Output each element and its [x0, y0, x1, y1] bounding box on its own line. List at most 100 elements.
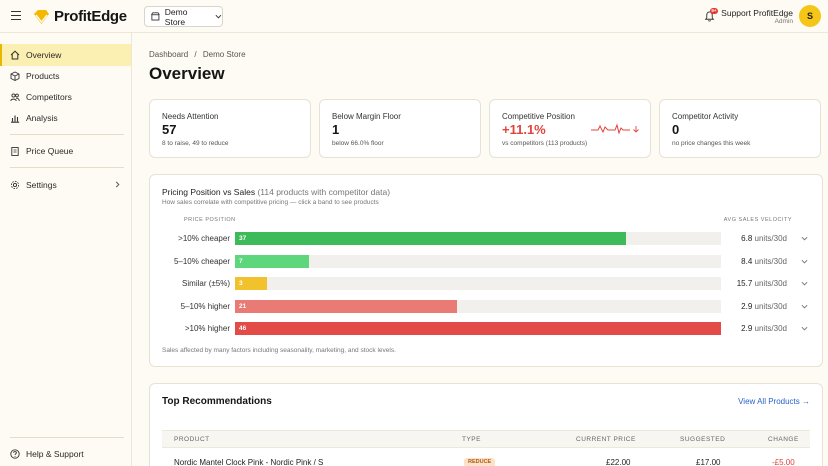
breadcrumb-root[interactable]: Dashboard: [149, 50, 189, 59]
store-icon: [151, 12, 160, 21]
current-price: £22.00: [606, 458, 631, 466]
chart-title: Pricing Position vs Sales (114 products …: [162, 187, 390, 197]
price-band-track[interactable]: 37: [235, 232, 721, 245]
chevron-down-icon[interactable]: [801, 235, 808, 242]
price-band-track[interactable]: 3: [235, 277, 721, 290]
avg-sales-velocity: 15.7 units/30d: [737, 279, 787, 288]
product-name[interactable]: Nordic Mantel Clock Pink - Nordic Pink /…: [174, 458, 324, 466]
table-header: PRODUCT TYPE CURRENT PRICE SUGGESTED CHA…: [162, 430, 810, 448]
stat-card-competitor-activity[interactable]: Competitor Activity 0 no price changes t…: [659, 99, 821, 158]
sidebar-item-label: Analysis: [26, 113, 58, 123]
store-selector[interactable]: Demo Store: [144, 6, 223, 27]
sidebar: Overview Products Competitors Analysis P…: [0, 33, 132, 466]
avg-sales-velocity: 6.8 units/30d: [741, 234, 787, 243]
stat-card-below-margin[interactable]: Below Margin Floor 1 below 66.0% floor: [319, 99, 481, 158]
sidebar-item-overview[interactable]: Overview: [0, 44, 131, 66]
notification-badge: 9+: [710, 8, 718, 14]
stat-value: 0: [672, 122, 680, 137]
brand-name: ProfitEdge: [54, 8, 127, 25]
velocity-unit: units/30d: [754, 257, 787, 266]
bar-value-label: 46: [239, 325, 247, 332]
column-header[interactable]: PRODUCT: [174, 436, 210, 443]
breadcrumb-current: Demo Store: [202, 50, 246, 59]
user-name[interactable]: Support ProfitEdge: [721, 8, 793, 18]
chevron-right-icon: [115, 181, 120, 188]
bar-value-label: 37: [239, 235, 247, 242]
sidebar-item-label: Price Queue: [26, 146, 74, 156]
chevron-down-icon: [215, 14, 222, 19]
box-icon: [10, 71, 20, 81]
stat-label: Below Margin Floor: [332, 112, 401, 121]
gear-icon: [10, 180, 20, 190]
price-band-track[interactable]: 7: [235, 255, 721, 268]
price-band-track[interactable]: 46: [235, 322, 721, 335]
clipboard-icon: [11, 147, 19, 156]
price-band-bar[interactable]: [235, 300, 457, 313]
column-header[interactable]: CURRENT PRICE: [576, 436, 636, 443]
price-band-track[interactable]: 21: [235, 300, 721, 313]
velocity-value: 2.9: [741, 324, 753, 333]
stat-value: 57: [162, 122, 177, 137]
stat-value: +11.1%: [502, 122, 546, 137]
logo[interactable]: ProfitEdge: [33, 8, 127, 25]
sidebar-item-products[interactable]: Products: [0, 65, 131, 87]
stat-subtext: 8 to raise, 49 to reduce: [162, 140, 229, 147]
bar-value-label: 7: [239, 258, 243, 265]
price-band-label[interactable]: 5–10% cheaper: [173, 257, 230, 266]
chevron-down-icon[interactable]: [801, 258, 808, 265]
sidebar-divider: [10, 134, 124, 135]
column-header[interactable]: SUGGESTED: [680, 436, 726, 443]
chevron-down-icon[interactable]: [801, 280, 808, 287]
velocity-unit: units/30d: [754, 324, 787, 333]
people-icon: [10, 93, 20, 102]
chart-title-count: (114 products with competitor data): [257, 187, 391, 197]
column-header-velocity: AVG SALES VELOCITY: [723, 217, 792, 223]
home-icon: [10, 50, 20, 60]
breadcrumb-separator: /: [194, 50, 197, 59]
suggested-price: £17.00: [696, 458, 721, 466]
stat-subtext: below 66.0% floor: [332, 140, 384, 147]
velocity-value: 2.9: [741, 302, 753, 311]
price-band-label[interactable]: >10% higher: [184, 324, 230, 333]
recommendations-title: Top Recommendations: [162, 396, 272, 407]
page-title: Overview: [149, 64, 225, 83]
price-band-bar[interactable]: [235, 255, 309, 268]
price-band-bar[interactable]: [235, 232, 626, 245]
store-selector-label: Demo Store: [164, 6, 188, 27]
column-header[interactable]: CHANGE: [768, 436, 799, 443]
velocity-value: 8.4: [741, 257, 753, 266]
sidebar-item-label: Competitors: [26, 92, 72, 102]
view-all-products-link[interactable]: View All Products →: [738, 397, 810, 406]
price-band-label[interactable]: 5–10% higher: [180, 302, 230, 311]
stat-card-competitive-position[interactable]: Competitive Position +11.1% vs competito…: [489, 99, 651, 158]
velocity-unit: units/30d: [754, 279, 787, 288]
stat-value: 1: [332, 122, 340, 137]
velocity-unit: units/30d: [754, 234, 787, 243]
breadcrumb: Dashboard / Demo Store: [149, 50, 246, 59]
velocity-unit: units/30d: [754, 302, 787, 311]
sidebar-item-analysis[interactable]: Analysis: [0, 107, 131, 129]
chevron-down-icon[interactable]: [801, 303, 808, 310]
menu-icon[interactable]: [11, 11, 21, 21]
stat-subtext: vs competitors (113 products): [502, 140, 588, 147]
column-header-price-position: PRICE POSITION: [184, 217, 236, 223]
sidebar-item-competitors[interactable]: Competitors: [0, 86, 131, 108]
column-header[interactable]: TYPE: [462, 436, 481, 443]
avg-sales-velocity: 2.9 units/30d: [741, 324, 787, 333]
avatar[interactable]: S: [799, 5, 821, 27]
stat-card-needs-attention[interactable]: Needs Attention 57 8 to raise, 49 to red…: [149, 99, 311, 158]
chart-title-text: Pricing Position vs Sales: [162, 187, 256, 197]
chevron-down-icon[interactable]: [801, 325, 808, 332]
price-band-label[interactable]: Similar (±5%): [182, 279, 230, 288]
price-band-bar[interactable]: [235, 322, 721, 335]
sidebar-footer-label: Help & Support: [26, 449, 84, 459]
price-band-label[interactable]: >10% cheaper: [178, 234, 230, 243]
price-band-bar[interactable]: [235, 277, 267, 290]
sidebar-divider: [10, 167, 124, 168]
user-role: Admin: [774, 18, 793, 25]
sidebar-item-settings[interactable]: Settings: [0, 174, 131, 196]
price-change: -£5.00: [772, 458, 795, 466]
sidebar-item-price-queue[interactable]: Price Queue: [0, 140, 131, 162]
sidebar-item-help[interactable]: Help & Support: [0, 443, 131, 465]
sidebar-item-label: Settings: [26, 180, 57, 190]
